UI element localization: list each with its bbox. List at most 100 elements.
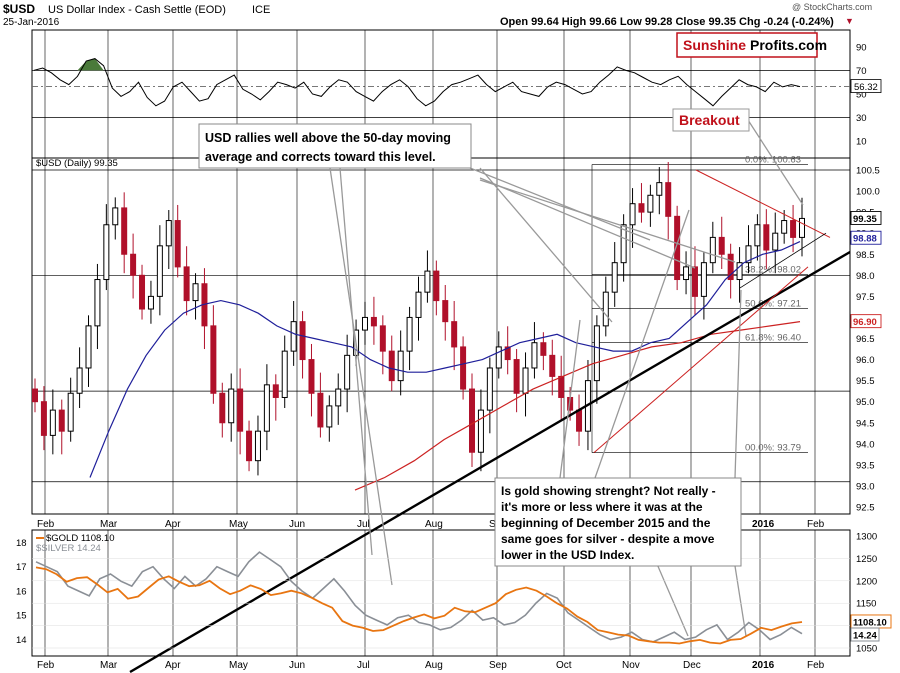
gold-tick-label: 1050	[856, 644, 877, 655]
candle-body	[379, 325, 386, 352]
candle-body	[112, 207, 119, 226]
price-tick-label: 97.5	[856, 292, 875, 303]
silver-value-label: 14.24	[853, 631, 877, 642]
price-tick-label: 92.5	[856, 503, 875, 514]
candle-body	[602, 291, 609, 327]
gold-tick-label: 1200	[856, 576, 877, 587]
price-tick-label: 100.0	[856, 187, 880, 198]
breakout-label: Breakout	[679, 112, 740, 128]
silver-value-box	[850, 627, 880, 642]
logo-sunshine: Sunshine	[683, 37, 746, 53]
candle-body	[593, 325, 600, 382]
fib-label: 50.0%: 97.21	[745, 299, 801, 310]
candle-body	[130, 253, 137, 276]
candle-body	[228, 388, 235, 424]
copyright-label: @ StockCharts.com	[792, 2, 872, 12]
rsi-overbought-area	[77, 58, 104, 71]
price-panel: 0.0%: 100.63 38.2%: 98.02 50.0%: 97.21 61.8…	[32, 119, 851, 673]
candle-body	[281, 350, 288, 398]
logo-profits: Profits.com	[750, 37, 827, 53]
candle-body	[361, 316, 368, 331]
candle-body	[531, 342, 538, 369]
candle-body	[549, 354, 556, 377]
silver-tick-label: 16	[16, 586, 27, 597]
candle-body	[299, 321, 306, 361]
gold-tick-label: 1250	[856, 554, 877, 565]
candle-body	[85, 325, 92, 369]
annotation-pointer	[594, 209, 690, 479]
candle-body	[308, 359, 315, 394]
candle-body	[691, 266, 698, 297]
candle-body	[174, 220, 181, 268]
candle-body	[647, 194, 654, 213]
gs-x-label: Jun	[289, 660, 305, 671]
triangle-lower-line	[739, 232, 827, 289]
candle-body	[656, 182, 663, 196]
candle-body	[709, 236, 716, 264]
candle-body	[469, 388, 476, 453]
annotation-pointer	[479, 179, 736, 263]
gs-x-label: Feb	[807, 660, 825, 671]
fib-label: 00.0%: 93.79	[745, 443, 801, 454]
candle-body	[67, 392, 74, 432]
candle-body	[183, 266, 190, 302]
candle-body	[317, 392, 324, 428]
candle-body	[540, 342, 547, 356]
candle-body	[513, 359, 520, 394]
long-term-trendline	[129, 250, 851, 673]
price-x-label: 2016	[752, 519, 775, 530]
candle-body	[477, 409, 484, 453]
candle-body	[165, 220, 172, 247]
candle-body	[32, 388, 38, 403]
gold-silver-panel-frame	[31, 529, 851, 657]
candle-body	[727, 253, 734, 281]
price-value-label: 96.90	[853, 317, 877, 328]
rsi-tick-label: 50	[856, 90, 867, 101]
price-tick-label: 94.5	[856, 418, 875, 429]
candle-body	[683, 266, 690, 281]
annotation-gold-line-4: same goes for silver - despite a move	[501, 532, 715, 546]
candle-body	[121, 207, 128, 255]
candle-body	[451, 321, 458, 348]
fib-label: 0.0%: 100.63	[745, 155, 801, 166]
price-tick-label: 98.5	[856, 250, 875, 261]
candle-body	[156, 245, 163, 297]
candle-body	[495, 346, 502, 369]
gold-value-label: 1108.10	[853, 617, 887, 628]
annotation-pointer	[479, 167, 613, 323]
price-value-box	[850, 210, 882, 225]
candle-body	[397, 350, 404, 382]
candle-body	[290, 321, 297, 352]
candle-body	[576, 409, 583, 432]
symbol-title: $USD	[3, 2, 35, 16]
gs-x-label: Oct	[556, 660, 572, 671]
index-name: US Dollar Index - Cash Settle (EOD)	[48, 4, 226, 16]
price-tick-label: 96.0	[856, 355, 875, 366]
candle-body	[370, 316, 377, 327]
candle-body	[665, 182, 672, 217]
candle-body	[745, 245, 752, 264]
date-label: 25-Jan-2016	[3, 17, 60, 28]
candle-body	[237, 388, 244, 432]
price-x-label: May	[229, 519, 248, 530]
candle-body	[442, 300, 449, 323]
fib-label: 38.2%: 98.02	[745, 264, 801, 275]
gold-line	[35, 566, 803, 645]
annotation-gold-line-1: Is gold showing strenght? Not really -	[501, 484, 716, 498]
gs-x-label: Jul	[357, 660, 370, 671]
price-value-label: 99.35	[853, 214, 877, 225]
candle-body	[433, 270, 440, 302]
gs-x-label: Apr	[165, 660, 181, 671]
logo-frame	[676, 32, 818, 58]
candle-body	[790, 220, 797, 238]
price-tick-label: 95.0	[856, 397, 875, 408]
candle-body	[103, 224, 110, 281]
candle-body	[799, 217, 805, 238]
silver-tick-label: 18	[16, 538, 27, 549]
candle-body	[58, 409, 65, 432]
price-x-label: Apr	[165, 519, 181, 530]
price-tick-label: 96.5	[856, 334, 875, 345]
candle-body	[781, 220, 788, 234]
gs-x-label: 2016	[752, 660, 775, 671]
